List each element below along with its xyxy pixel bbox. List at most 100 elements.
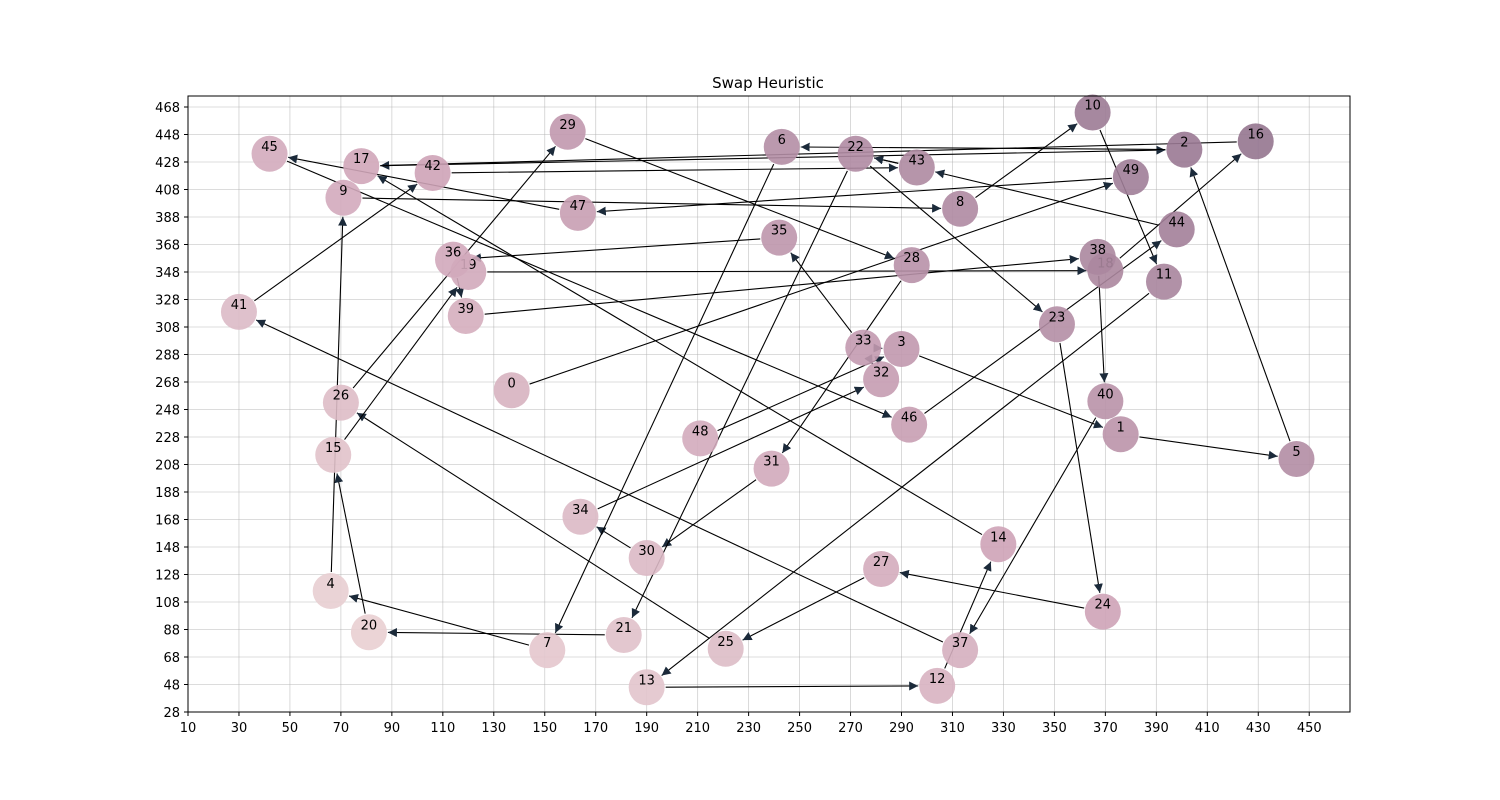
tour-edge-22-21 bbox=[631, 170, 848, 619]
tour-edge-9-8 bbox=[362, 197, 942, 213]
node-22 bbox=[837, 135, 874, 172]
tour-edge-16-17 bbox=[380, 141, 1237, 170]
node-label-7: 7 bbox=[543, 636, 551, 651]
node-label-2: 2 bbox=[1180, 136, 1188, 151]
node-48 bbox=[682, 420, 719, 457]
node-33 bbox=[845, 329, 882, 366]
tour-edge-49-47 bbox=[596, 177, 1112, 216]
node-label-21: 21 bbox=[615, 621, 632, 636]
node-label-6: 6 bbox=[778, 133, 786, 148]
axis-ticks: 10 30 50 70 90 110 130 150 170 190 210 230 250 270 290… bbox=[155, 101, 1321, 736]
tour-edge-27-25 bbox=[742, 577, 865, 641]
node-14 bbox=[980, 526, 1017, 563]
node-label-3: 3 bbox=[897, 335, 905, 350]
node-label-15: 15 bbox=[325, 441, 342, 456]
node-label-16: 16 bbox=[1247, 127, 1264, 142]
tour-edge-37-41 bbox=[255, 319, 944, 643]
tour-edge-3-1 bbox=[919, 355, 1104, 429]
y-tick-label: 348 bbox=[155, 266, 180, 281]
y-tick-label: 168 bbox=[155, 514, 180, 529]
x-tick-label: 250 bbox=[787, 721, 812, 736]
node-label-47: 47 bbox=[570, 199, 587, 214]
x-tick-label: 430 bbox=[1246, 721, 1271, 736]
x-tick-label: 150 bbox=[532, 721, 557, 736]
tour-edge-31-30 bbox=[661, 479, 757, 548]
y-tick-label: 428 bbox=[155, 156, 180, 171]
node-label-26: 26 bbox=[333, 389, 350, 404]
x-tick-label: 50 bbox=[282, 721, 299, 736]
node-label-5: 5 bbox=[1292, 445, 1300, 460]
node-36 bbox=[435, 241, 472, 278]
node-label-45: 45 bbox=[261, 140, 278, 155]
node-label-41: 41 bbox=[231, 298, 248, 313]
y-tick-label: 208 bbox=[155, 459, 180, 474]
y-tick-label: 368 bbox=[155, 239, 180, 254]
tour-edge-6-7 bbox=[554, 163, 775, 634]
node-label-13: 13 bbox=[638, 673, 655, 688]
chart-title: Swap Heuristic bbox=[712, 74, 824, 92]
tour-edge-39-38 bbox=[484, 255, 1079, 315]
tour-edge-33-35 bbox=[790, 252, 853, 333]
tour-edge-42-43 bbox=[451, 163, 898, 174]
y-tick-label: 68 bbox=[163, 651, 180, 666]
tour-edge-44-43 bbox=[935, 169, 1159, 226]
x-tick-label: 170 bbox=[583, 721, 608, 736]
plot-area-frame bbox=[187, 95, 1351, 713]
x-tick-label: 110 bbox=[430, 721, 455, 736]
node-label-17: 17 bbox=[353, 152, 370, 167]
y-tick-label: 28 bbox=[163, 706, 180, 721]
tour-edge-48-3 bbox=[717, 356, 885, 432]
node-8 bbox=[942, 190, 979, 227]
node-label-1: 1 bbox=[1117, 420, 1125, 435]
tour-edge-21-20 bbox=[387, 628, 605, 638]
x-tick-label: 30 bbox=[231, 721, 248, 736]
tour-edge-1-5 bbox=[1139, 436, 1278, 460]
node-label-34: 34 bbox=[572, 503, 589, 518]
node-label-8: 8 bbox=[956, 195, 964, 210]
tour-edge-35-36 bbox=[471, 238, 761, 263]
y-tick-label: 248 bbox=[155, 404, 180, 419]
x-tick-label: 190 bbox=[634, 721, 659, 736]
y-tick-label: 188 bbox=[155, 486, 180, 501]
node-label-32: 32 bbox=[873, 365, 890, 380]
node-34 bbox=[562, 498, 599, 535]
node-21 bbox=[605, 617, 642, 653]
node-23 bbox=[1038, 306, 1075, 343]
x-tick-label: 230 bbox=[736, 721, 761, 736]
node-label-9: 9 bbox=[339, 184, 347, 199]
node-label-22: 22 bbox=[847, 140, 864, 155]
tour-edge-38-40 bbox=[1098, 275, 1109, 383]
nodes: 0123456789101112131415161718192021222324… bbox=[220, 94, 1315, 706]
node-label-11: 11 bbox=[1156, 268, 1173, 283]
y-tick-label: 108 bbox=[155, 596, 180, 611]
tour-edge-11-13 bbox=[661, 292, 1150, 676]
tour-edge-15-19 bbox=[344, 286, 458, 440]
node-label-46: 46 bbox=[901, 411, 918, 426]
node-label-23: 23 bbox=[1049, 310, 1066, 325]
tour-edge-19-18 bbox=[487, 266, 1087, 276]
node-label-35: 35 bbox=[771, 224, 788, 239]
node-label-43: 43 bbox=[909, 154, 926, 169]
node-12 bbox=[919, 667, 956, 704]
tour-edge-0-49 bbox=[529, 181, 1114, 385]
y-tick-label: 408 bbox=[155, 184, 180, 199]
node-6 bbox=[763, 128, 800, 165]
tour-edge-43-22 bbox=[874, 155, 899, 165]
node-47 bbox=[559, 194, 596, 231]
node-49 bbox=[1112, 159, 1149, 196]
tour-edge-20-15 bbox=[334, 473, 366, 614]
y-tick-label: 468 bbox=[155, 101, 180, 116]
node-11 bbox=[1145, 263, 1182, 300]
node-7 bbox=[529, 632, 566, 669]
node-label-4: 4 bbox=[327, 577, 335, 592]
node-label-0: 0 bbox=[507, 376, 515, 391]
tour-edge-13-12 bbox=[665, 681, 919, 691]
x-tick-label: 330 bbox=[991, 721, 1016, 736]
y-tick-label: 128 bbox=[155, 569, 180, 584]
x-tick-label: 130 bbox=[481, 721, 506, 736]
node-label-14: 14 bbox=[990, 530, 1007, 545]
node-24 bbox=[1084, 593, 1121, 630]
tour-edge-22-23 bbox=[869, 165, 1043, 313]
y-tick-label: 48 bbox=[163, 679, 180, 694]
